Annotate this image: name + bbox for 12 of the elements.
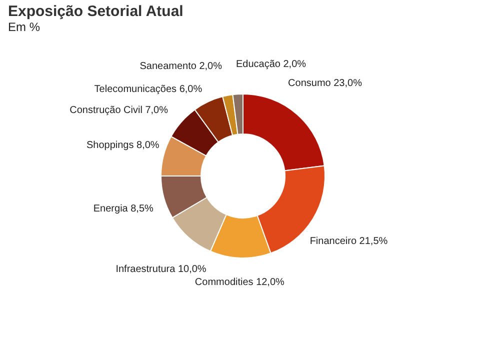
slice-label: Telecomunicações 6,0% [94, 84, 202, 96]
slice-label: Financeiro 21,5% [310, 236, 388, 247]
slice-label: Construção Civil 7,0% [70, 104, 168, 116]
slice-label: Energia 8,5% [93, 204, 154, 215]
slice-label: Consumo 23,0% [288, 78, 362, 89]
chart-subtitle: Em % [8, 20, 40, 34]
slice-label: Infraestrutura 10,0% [116, 264, 206, 276]
chart-title: Exposição Setorial Atual [8, 3, 184, 20]
slice-label: Shoppings 8,0% [86, 140, 160, 152]
slice-label: Educação 2,0% [236, 59, 306, 70]
slice-label: Saneamento 2,0% [140, 60, 222, 72]
slice-label: Commodities 12,0% [194, 276, 285, 288]
